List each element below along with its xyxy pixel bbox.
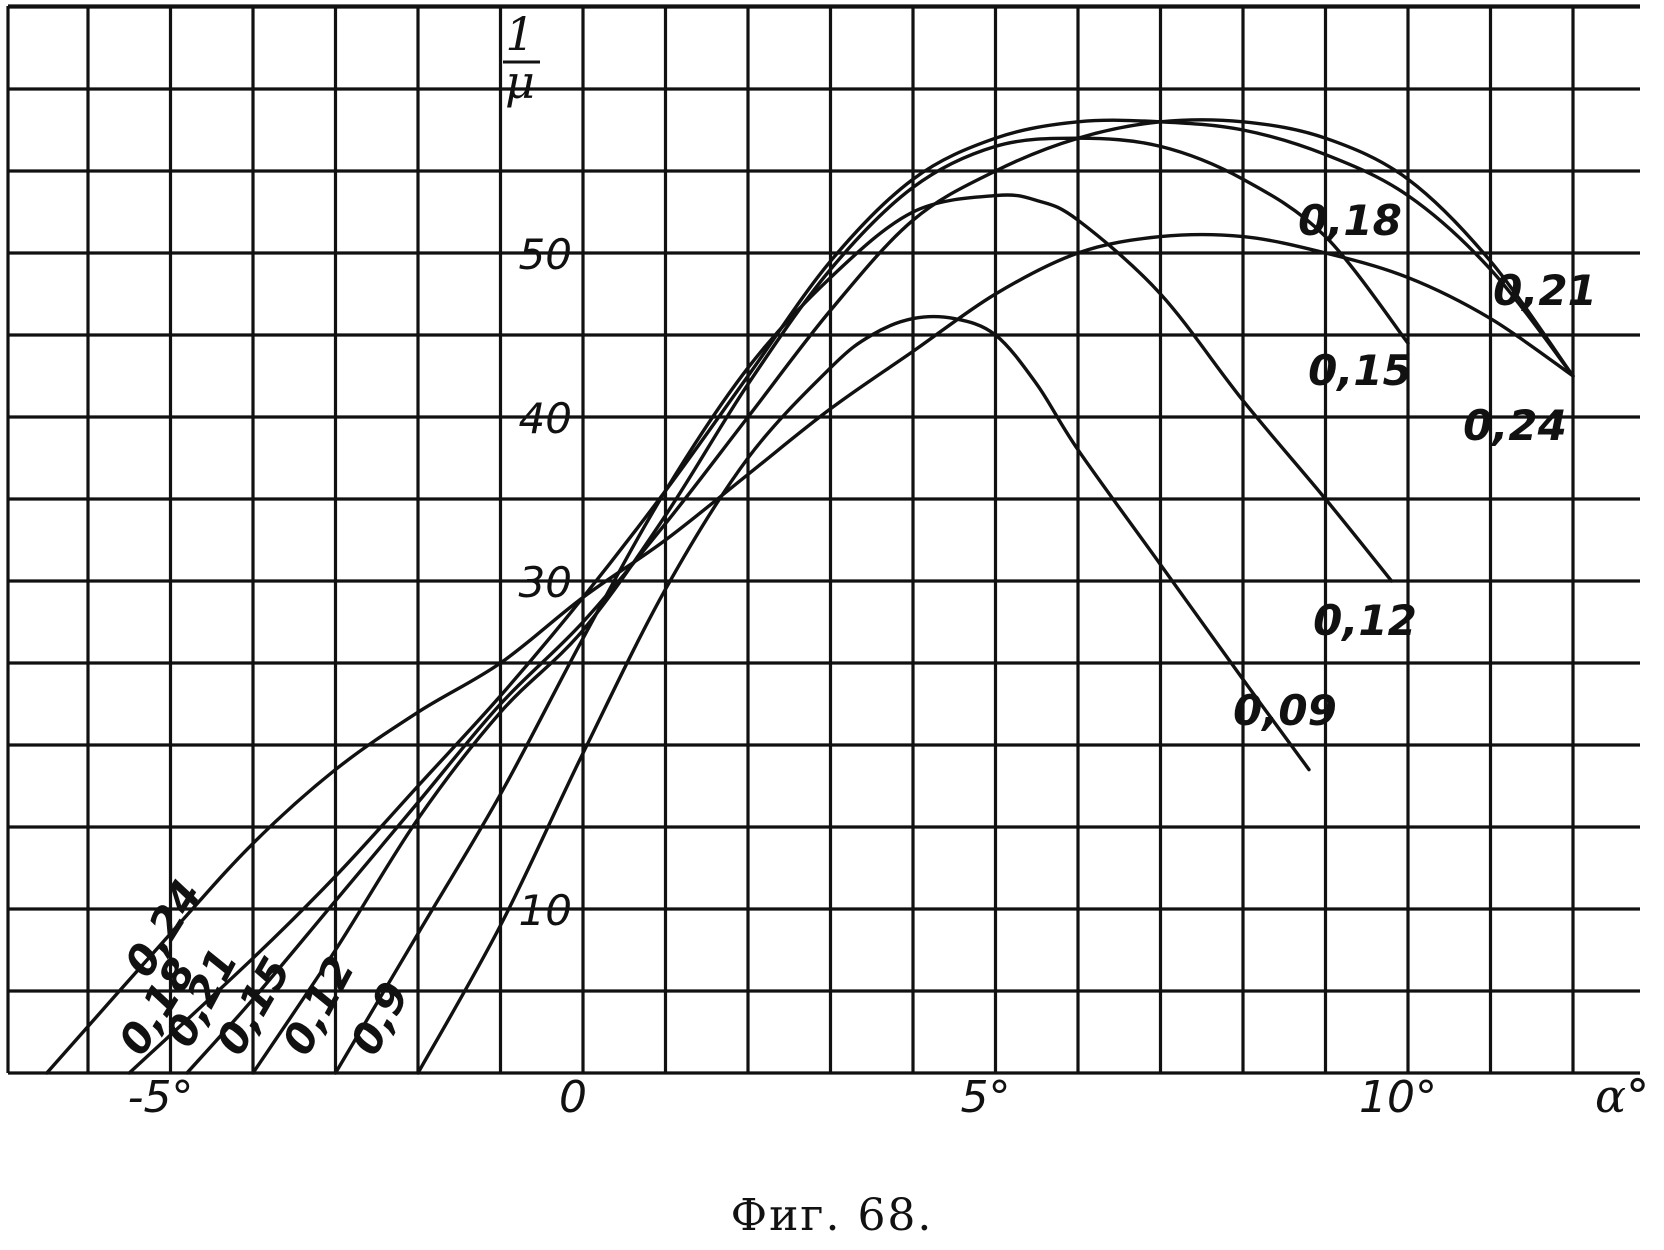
grid xyxy=(6,4,1640,1075)
series-end-label: 0,15 xyxy=(1308,346,1412,395)
y-axis-label-numerator: 1 xyxy=(505,7,534,61)
x-tick-label: 5° xyxy=(961,1072,1011,1123)
y-axis-label-denominator: μ xyxy=(505,55,535,109)
series-line xyxy=(45,232,1575,1075)
series-end-label: 0,21 xyxy=(1493,266,1597,315)
series-end-label: 0,09 xyxy=(1233,686,1337,735)
series-line xyxy=(251,136,1410,1075)
series-end-label: 0,12 xyxy=(1313,596,1417,645)
x-tick-label: 0 xyxy=(559,1072,587,1123)
y-tick-label: 30 xyxy=(519,558,572,607)
curves xyxy=(45,118,1575,1075)
series-end-label: 0,18 xyxy=(1298,196,1402,245)
figure-caption: Фиг. 68. xyxy=(730,1190,934,1241)
curve-labels: 0,090,90,120,120,150,150,180,180,210,210… xyxy=(109,196,1597,1063)
series-line xyxy=(185,118,1575,1075)
series-line xyxy=(416,314,1311,1075)
series-line xyxy=(127,118,1575,1075)
series-line xyxy=(333,193,1394,1075)
tick-labels: -5° 0 5° 10° 10 30 40 50 xyxy=(128,230,1437,1123)
y-tick-label: 10 xyxy=(519,886,572,935)
y-tick-label: 50 xyxy=(519,230,572,279)
y-tick-label: 40 xyxy=(519,394,572,443)
series-end-label: 0,24 xyxy=(1463,401,1567,450)
x-tick-label: -5° xyxy=(128,1072,194,1123)
x-axis-label: α° xyxy=(1595,1069,1649,1123)
y-axis-label: 1 μ xyxy=(503,7,540,109)
x-tick-label: 10° xyxy=(1359,1072,1437,1123)
